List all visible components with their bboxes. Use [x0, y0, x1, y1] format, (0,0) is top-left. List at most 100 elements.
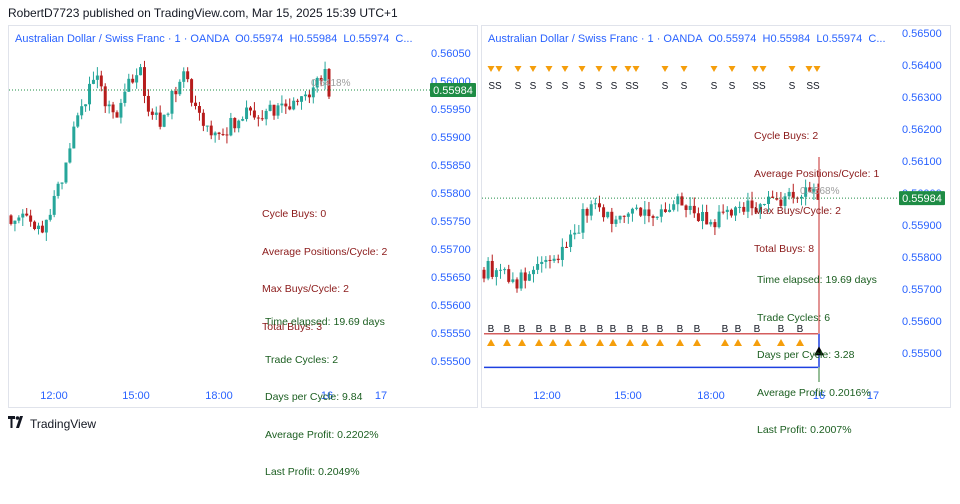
left-close-value: C... — [395, 33, 413, 45]
buy-signal-triangle — [518, 339, 526, 346]
candle-body — [241, 119, 245, 121]
candle-body — [9, 215, 13, 224]
sell-signal-triangle — [710, 66, 718, 72]
candle-body — [775, 198, 779, 200]
y-tick-label: 0.55600 — [902, 316, 942, 328]
buy-signal-triangle — [796, 339, 804, 346]
left-chart-title: Australian Dollar / Swiss Franc · 1 · OA… — [15, 33, 413, 45]
current-position-marker — [814, 346, 824, 356]
sell-marker-label: S — [546, 81, 553, 92]
candle-body — [618, 215, 622, 220]
sell-signal-triangle — [595, 66, 603, 72]
right-stats-green: Time elapsed: 19.69 days Trade Cycles: 6… — [757, 249, 877, 462]
right-stats-red: Cycle Buys: 2 Average Positions/Cycle: 1… — [754, 105, 879, 280]
candle-body — [622, 215, 626, 217]
candle-body — [655, 216, 659, 218]
x-tick-label: 12:00 — [40, 390, 68, 402]
tradingview-logo[interactable]: TradingView — [8, 416, 96, 431]
candle-body — [800, 196, 804, 199]
candle-body — [178, 81, 182, 95]
right-stat-line: Average Profit: 0.2016% — [757, 386, 871, 399]
candle-body — [127, 78, 131, 92]
right-chart-panel[interactable]: Australian Dollar / Swiss Franc · 1 · OA… — [481, 25, 952, 436]
candle-body — [659, 209, 663, 217]
candle-body — [268, 104, 272, 111]
candle-body — [248, 107, 252, 111]
y-tick-label: 0.55950 — [431, 104, 471, 116]
candle-body — [498, 269, 502, 271]
candle-body — [668, 209, 672, 212]
candle-body — [560, 246, 564, 260]
right-chart-canvas[interactable]: 0.565000.564000.563000.562000.561000.560… — [482, 26, 952, 409]
sell-signal-triangle — [661, 66, 669, 72]
buy-marker-label: B — [627, 324, 634, 335]
y-tick-label: 0.55600 — [431, 300, 471, 312]
candle-body — [676, 196, 680, 205]
candle-body — [91, 79, 95, 84]
candle-body — [190, 79, 194, 103]
candle-body — [123, 91, 127, 103]
right-stat-line: Max Buys/Cycle: 2 — [754, 205, 841, 217]
left-chart-canvas[interactable]: 0.560500.560000.559500.559000.558500.558… — [9, 26, 479, 409]
left-open-value: O0.55974 — [235, 33, 284, 45]
buy-marker-label: B — [735, 324, 742, 335]
right-stat-line: Average Positions/Cycle: 1 — [754, 167, 880, 180]
candle-body — [36, 225, 40, 230]
sell-marker-label: S — [562, 81, 569, 92]
candle-body — [721, 211, 725, 213]
candle-body — [21, 213, 25, 218]
candle-body — [717, 211, 721, 228]
buy-signal-triangle — [656, 339, 664, 346]
buy-signal-triangle — [535, 339, 543, 346]
candle-body — [804, 187, 808, 197]
last-price-tag — [899, 191, 945, 206]
candle-body — [52, 195, 56, 215]
candle-body — [779, 199, 783, 206]
candle-body — [205, 125, 209, 127]
buy-signal-triangle — [503, 339, 511, 346]
buy-marker-label: B — [488, 324, 495, 335]
buy-marker-label: B — [610, 324, 617, 335]
candle-body — [84, 104, 88, 107]
candle-body — [99, 75, 103, 87]
x-tick-label: 16 — [321, 390, 333, 402]
candle-body — [519, 272, 523, 289]
buy-signal-triangle — [734, 339, 742, 346]
sell-marker-label: S — [662, 81, 669, 92]
candle-body — [742, 206, 746, 212]
candle-body — [323, 68, 327, 81]
tradingview-mark-icon — [8, 416, 26, 431]
buy-signal-triangle — [564, 339, 572, 346]
y-tick-label: 0.56050 — [431, 48, 471, 60]
sell-signal-triangle — [495, 66, 503, 72]
candle-body — [292, 100, 296, 110]
candle-body — [17, 217, 21, 221]
candle-body — [25, 213, 29, 216]
x-tick-label: 17 — [867, 390, 879, 402]
candle-body — [48, 214, 52, 220]
candle-body — [581, 209, 585, 233]
candle-body — [738, 206, 742, 208]
candle-body — [327, 68, 331, 97]
sell-marker-label: S — [596, 81, 603, 92]
buy-signal-triangle — [549, 339, 557, 346]
candle-body — [758, 204, 762, 213]
candle-body — [490, 260, 494, 277]
candle-body — [256, 117, 260, 119]
y-tick-label: 0.55650 — [431, 272, 471, 284]
publish-header: RobertD7723 published on TradingView.com… — [8, 6, 398, 20]
candle-body — [552, 258, 556, 261]
right-chart-title: Australian Dollar / Swiss Franc · 1 · OA… — [488, 33, 886, 45]
left-chart-panel[interactable]: Australian Dollar / Swiss Franc · 1 · OA… — [8, 25, 479, 478]
candle-body — [684, 205, 688, 210]
candle-body — [540, 261, 544, 264]
candle-body — [692, 205, 696, 214]
sell-signal-triangle — [578, 66, 586, 72]
candle-body — [315, 77, 319, 88]
x-tick-label: 18:00 — [697, 390, 725, 402]
candle-body — [544, 259, 548, 262]
left-stat-line: Time elapsed: 19.69 days — [265, 316, 385, 328]
candle-body — [746, 200, 750, 212]
sell-signal-triangle — [514, 66, 522, 72]
candle-body — [13, 220, 17, 224]
